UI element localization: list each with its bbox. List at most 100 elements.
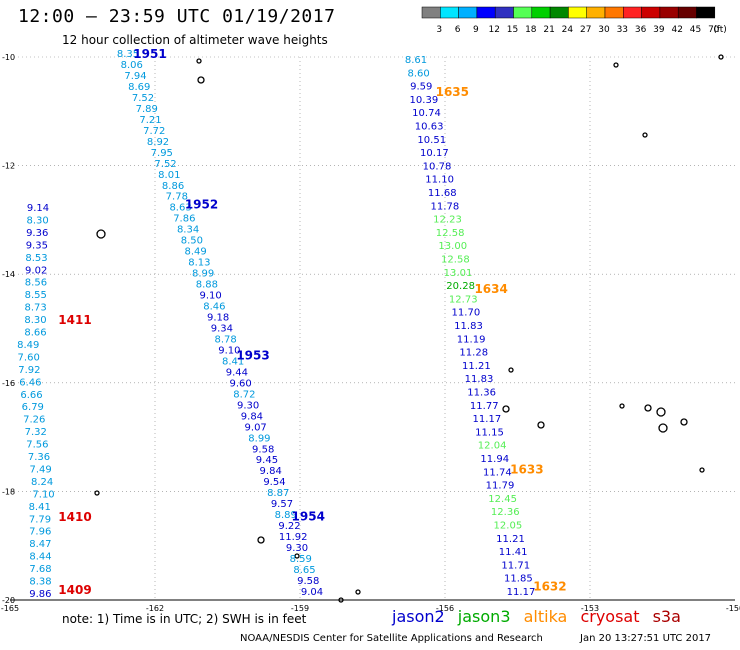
wave-height-label: 6.46 — [19, 377, 41, 388]
wave-height-label: 7.36 — [28, 452, 50, 463]
latitude-tick-label: -14 — [2, 270, 15, 279]
wave-height-label: 8.41 — [222, 356, 244, 367]
wave-height-label: 8.53 — [25, 253, 47, 264]
wave-height-label: 8.06 — [121, 60, 143, 71]
wave-height-label: 11.85 — [504, 574, 533, 585]
island-outline — [257, 536, 265, 544]
wave-height-label: 8.78 — [214, 334, 236, 345]
color-scale-label: 39 — [653, 25, 665, 35]
wave-height-label: 8.99 — [192, 269, 214, 280]
wave-height-label: 8.30 — [26, 215, 48, 226]
wave-height-label: 11.78 — [431, 201, 460, 212]
wave-height-label: 8.24 — [31, 477, 53, 488]
wave-height-label: 8.34 — [177, 225, 199, 236]
longitude-tick-label: -165 — [1, 604, 19, 613]
wave-height-label: 6.79 — [22, 402, 44, 413]
wave-height-label: 12.04 — [478, 441, 507, 452]
wave-height-label: 8.59 — [290, 554, 312, 565]
color-scale-label: 24 — [562, 25, 574, 35]
wave-height-label: 9.18 — [207, 313, 229, 324]
island-outline — [197, 76, 205, 84]
wave-height-label: 8.72 — [233, 389, 255, 400]
wave-height-label: 9.57 — [271, 499, 293, 510]
longitude-tick-label: -153 — [581, 604, 599, 613]
latitude-tick-label: -18 — [2, 487, 15, 496]
wave-height-label: 8.69 — [128, 82, 150, 93]
wave-height-label: 8.44 — [29, 552, 51, 563]
wave-height-label: 8.86 — [162, 181, 184, 192]
wave-height-label: 8.46 — [203, 302, 225, 313]
island-outline — [613, 62, 619, 68]
satellite-legend: jason2 jason3 altika cryosat s3a — [392, 607, 689, 626]
wave-height-label: 8.99 — [248, 433, 270, 444]
color-scale-label: 33 — [617, 25, 628, 35]
wave-height-label: 10.17 — [420, 148, 449, 159]
note-text: note: 1) Time is in UTC; 2) SWH is in fe… — [62, 612, 307, 626]
wave-height-label: 11.83 — [454, 321, 483, 332]
color-scale: 3 6 9 12 15 18 21 24 27 30 33 36 39 42 45 70(ft) — [421, 6, 727, 35]
wave-height-label: 9.02 — [25, 265, 47, 276]
island-outline — [355, 589, 361, 595]
wave-height-label: 8.61 — [405, 55, 427, 66]
island-outline — [656, 407, 666, 417]
pass-time-label: 1409 — [58, 583, 91, 597]
color-scale-label: 12 — [488, 25, 499, 35]
island-outline — [644, 404, 652, 412]
wave-height-label: 8.50 — [181, 236, 203, 247]
island-outline — [196, 58, 202, 64]
wave-height-label: 7.79 — [29, 514, 51, 525]
wave-height-label: 9.07 — [245, 422, 267, 433]
wave-height-label: 7.86 — [173, 214, 195, 225]
color-scale-label: 3 — [436, 25, 442, 35]
color-scale-label: 21 — [543, 25, 554, 35]
wave-height-label: 9.30 — [286, 543, 308, 554]
wave-height-label: 12.23 — [433, 215, 462, 226]
wave-height-label: 8.73 — [24, 303, 46, 314]
wave-height-label: 7.89 — [136, 104, 158, 115]
wave-height-label: 8.60 — [407, 68, 429, 79]
page-subtitle: 12 hour collection of altimeter wave hei… — [62, 33, 328, 47]
wave-height-label: 7.72 — [143, 126, 165, 137]
wave-height-label: 9.14 — [27, 203, 49, 214]
wave-height-label: 9.59 — [410, 82, 432, 93]
wave-height-label: 11.17 — [473, 414, 502, 425]
wave-height-label: 11.79 — [486, 481, 515, 492]
wave-height-label: 7.32 — [25, 427, 47, 438]
wave-height-label: 9.04 — [301, 587, 323, 598]
wave-height-label: 8.49 — [184, 247, 206, 258]
wave-height-label: 8.92 — [147, 137, 169, 148]
wave-height-label: 7.49 — [29, 464, 51, 475]
latitude-tick-label: -16 — [2, 379, 15, 388]
wave-height-label: 9.84 — [241, 411, 263, 422]
color-scale-label: 6 — [455, 25, 461, 35]
color-scale-unit: (ft) — [713, 25, 727, 35]
wave-height-label: 12.73 — [449, 294, 478, 305]
wave-height-label: 13.00 — [438, 241, 467, 252]
wave-height-label: 12.58 — [436, 228, 465, 239]
wave-height-label: 9.60 — [230, 378, 252, 389]
latitude-tick-label: -10 — [2, 53, 15, 62]
pass-time-label: 1953 — [236, 348, 269, 362]
wave-height-label: 7.56 — [26, 440, 48, 451]
pass-time-label: 1633 — [510, 463, 543, 477]
island-outline — [619, 403, 625, 409]
color-scale-label: 18 — [525, 25, 537, 35]
wave-height-label: 8.55 — [25, 290, 47, 301]
wave-height-label: 11.71 — [501, 560, 530, 571]
pass-time-label: 1411 — [58, 313, 91, 327]
pass-time-label: 1952 — [185, 198, 218, 212]
wave-height-label: 8.30 — [24, 315, 46, 326]
wave-height-label: 11.83 — [465, 374, 494, 385]
wave-height-label: 7.26 — [23, 415, 45, 426]
island-outline — [537, 421, 545, 429]
longitude-tick-label: -150 — [726, 604, 740, 613]
longitude-tick-label: -156 — [436, 604, 454, 613]
wave-height-label: 11.36 — [467, 388, 496, 399]
pass-time-label: 1410 — [58, 510, 91, 524]
wave-height-label: 11.21 — [462, 361, 491, 372]
legend-jason2: jason2 — [392, 607, 445, 626]
wave-height-label: 9.30 — [237, 400, 259, 411]
wave-height-label: 9.45 — [256, 455, 278, 466]
color-scale-label: 36 — [635, 25, 647, 35]
wave-height-label: 7.78 — [166, 192, 188, 203]
